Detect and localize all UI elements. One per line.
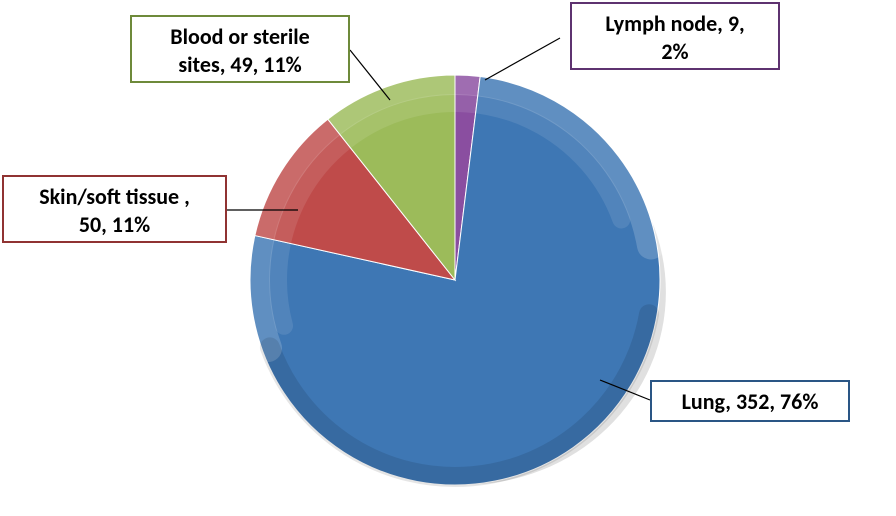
slice-label: Lung, 352, 76% bbox=[650, 380, 850, 422]
slice-label-line: Skin/soft tissue , bbox=[14, 183, 215, 211]
pie-chart-container: Blood or sterilesites, 49, 11% Lymph node… bbox=[0, 0, 896, 516]
slice-label-line: Blood or sterile bbox=[142, 23, 338, 51]
slice-label: Blood or sterilesites, 49, 11% bbox=[130, 15, 350, 83]
slice-label-line: Lung, 352, 76% bbox=[662, 388, 838, 416]
slice-label-line: sites, 49, 11% bbox=[142, 51, 338, 79]
label-leader-line bbox=[485, 38, 560, 80]
slice-label: Lymph node, 9,2% bbox=[570, 2, 780, 70]
slice-label: Skin/soft tissue ,50, 11% bbox=[2, 175, 227, 243]
slice-label-line: Lymph node, 9, bbox=[582, 10, 768, 38]
slice-label-line: 2% bbox=[582, 38, 768, 66]
slice-label-line: 50, 11% bbox=[14, 211, 215, 239]
